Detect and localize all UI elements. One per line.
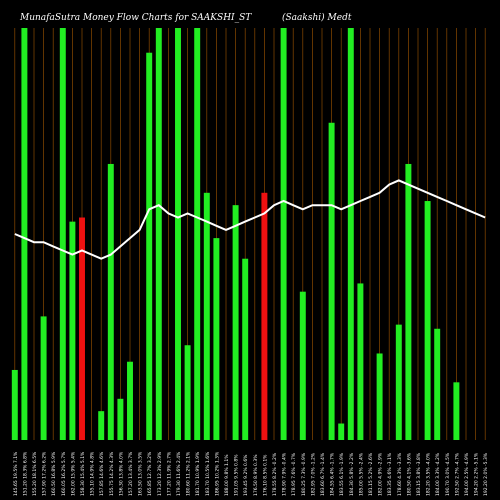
bar-up-19 bbox=[194, 28, 201, 440]
bar-up-28 bbox=[280, 28, 287, 440]
bar-up-12 bbox=[127, 361, 133, 440]
tick-label-24: 193.45 9.2% 0.6% bbox=[243, 454, 249, 496]
tick-label-11: 156.30 13.8% 4.0% bbox=[118, 451, 124, 496]
tick-label-21: 186.95 10.2% 1.3% bbox=[214, 451, 220, 496]
bar-up-34 bbox=[338, 423, 345, 440]
tick-label-8: 155.10 14.9% 4.8% bbox=[90, 451, 96, 496]
bar-up-44 bbox=[434, 328, 441, 440]
bar-up-23 bbox=[232, 205, 239, 440]
bar-up-6 bbox=[69, 221, 76, 440]
tick-label-0: 145.65 19.5% 7.1% bbox=[13, 451, 19, 496]
tick-label-48: 194.20 2.2% -5.1% bbox=[474, 452, 480, 496]
bar-up-15 bbox=[155, 28, 162, 440]
bar-up-24 bbox=[242, 258, 249, 440]
bar-up-43 bbox=[424, 201, 431, 440]
bar-up-0 bbox=[11, 369, 18, 440]
bar-up-18 bbox=[184, 345, 191, 440]
tick-label-17: 179.30 11.6% 2.4% bbox=[176, 451, 182, 496]
bar-up-21 bbox=[213, 238, 220, 440]
tick-label-1: 151.20 18.3% 6.8% bbox=[22, 451, 28, 496]
tick-label-26: 176.10 8.5% 0.1% bbox=[262, 454, 268, 496]
tick-label-46: 192.50 2.7% -4.7% bbox=[454, 452, 460, 496]
bar-down-26 bbox=[261, 192, 268, 440]
chart-subtitle: (Saakshi) Medt bbox=[282, 13, 352, 23]
tick-label-5: 160.05 16.2% 5.7% bbox=[61, 451, 67, 496]
bar-up-35 bbox=[347, 28, 354, 440]
tick-label-42: 183.15 3.8% -3.8% bbox=[416, 452, 422, 496]
tick-label-6: 162.00 15.9% 5.4% bbox=[70, 451, 76, 496]
tick-label-31: 182.95 7.0% -1.2% bbox=[310, 452, 316, 496]
tick-label-40: 178.60 4.3% -3.3% bbox=[397, 452, 403, 496]
tick-label-22: 188.00 9.8% 1.1% bbox=[224, 454, 230, 496]
tick-label-23: 191.05 9.5% 0.8% bbox=[234, 454, 240, 496]
bar-up-10 bbox=[107, 163, 114, 440]
tick-label-25: 176.50 8.9% 0.3% bbox=[253, 454, 259, 496]
tick-label-39: 183.35 4.6% -3.1% bbox=[387, 452, 393, 496]
tick-label-9: 157.85 14.6% 4.6% bbox=[99, 451, 105, 496]
chart-title: MunafaSutra Money Flow Charts for SAAKSH… bbox=[20, 13, 252, 23]
bar-up-40 bbox=[395, 324, 402, 440]
tick-label-3: 157.90 17.2% 6.2% bbox=[42, 451, 48, 496]
bar-up-14 bbox=[146, 52, 153, 440]
tick-label-43: 182.20 3.5% -4.0% bbox=[426, 452, 432, 496]
tick-label-14: 165.85 12.7% 3.2% bbox=[147, 451, 153, 496]
tick-label-28: 178.90 7.9% -0.4% bbox=[282, 452, 288, 496]
tick-label-7: 158.30 15.4% 5.1% bbox=[80, 451, 86, 496]
bar-up-1 bbox=[21, 28, 28, 440]
tick-label-41: 180.50 4.1% -3.6% bbox=[406, 452, 412, 496]
bar-up-30 bbox=[299, 291, 306, 440]
tick-label-29: 178.95 7.6% -0.7% bbox=[291, 452, 297, 496]
x-axis-tick-labels: 145.65 19.5% 7.1% 151.20 18.3% 6.8% 155.20… bbox=[13, 451, 489, 496]
tick-label-45: 190.70 3.0% -4.5% bbox=[445, 452, 451, 496]
tick-label-47: 194.00 2.5% -4.9% bbox=[464, 452, 470, 496]
bar-up-5 bbox=[59, 28, 66, 440]
tick-label-16: 177.20 11.9% 2.7% bbox=[166, 451, 172, 496]
tick-label-15: 173.20 12.3% 2.9% bbox=[157, 451, 163, 496]
tick-label-35: 184.30 5.8% -2.2% bbox=[349, 452, 355, 496]
bar-down-7 bbox=[79, 217, 85, 440]
tick-label-32: 183.60 6.7% -1.4% bbox=[320, 452, 326, 496]
chart-bars bbox=[11, 28, 460, 440]
bar-up-11 bbox=[117, 398, 124, 440]
tick-label-33: 184.55 6.4% -1.7% bbox=[330, 452, 336, 496]
tick-label-20: 183.70 10.5% 1.6% bbox=[205, 451, 211, 496]
tick-label-13: 163.50 13.0% 3.5% bbox=[138, 451, 144, 496]
tick-label-44: 184.00 3.3% -4.2% bbox=[435, 452, 441, 496]
bar-up-41 bbox=[405, 163, 412, 440]
tick-label-10: 155.75 14.2% 4.3% bbox=[109, 451, 115, 496]
tick-label-37: 181.15 5.2% -2.6% bbox=[368, 452, 374, 496]
tick-label-36: 185.00 5.5% -2.4% bbox=[358, 452, 364, 496]
bar-up-17 bbox=[175, 28, 181, 440]
tick-label-12: 157.20 13.4% 3.7% bbox=[128, 451, 134, 496]
bar-up-36 bbox=[357, 283, 364, 440]
bar-up-46 bbox=[453, 382, 460, 440]
tick-label-19: 181.70 10.9% 1.9% bbox=[195, 451, 201, 496]
tick-label-27: 178.55 8.2% -0.2% bbox=[272, 452, 278, 496]
tick-label-18: 180.60 11.2% 2.1% bbox=[186, 451, 192, 496]
tick-label-38: 182.00 4.9% -2.9% bbox=[378, 452, 384, 496]
tick-label-2: 155.20 18.1% 6.5% bbox=[32, 451, 38, 496]
tick-label-30: 180.25 7.3% -0.9% bbox=[301, 452, 307, 496]
tick-label-4: 160.50 16.8% 5.9% bbox=[51, 451, 57, 496]
tick-label-34: 183.55 6.1% -1.9% bbox=[339, 452, 345, 496]
money-flow-line bbox=[14, 179, 486, 260]
bar-up-33 bbox=[328, 122, 335, 440]
bar-up-20 bbox=[203, 192, 210, 440]
bar-up-3 bbox=[40, 316, 47, 440]
tick-label-49: 192.20 2.0% -5.3% bbox=[483, 452, 489, 496]
bar-up-38 bbox=[376, 353, 383, 440]
bar-up-9 bbox=[98, 411, 105, 440]
